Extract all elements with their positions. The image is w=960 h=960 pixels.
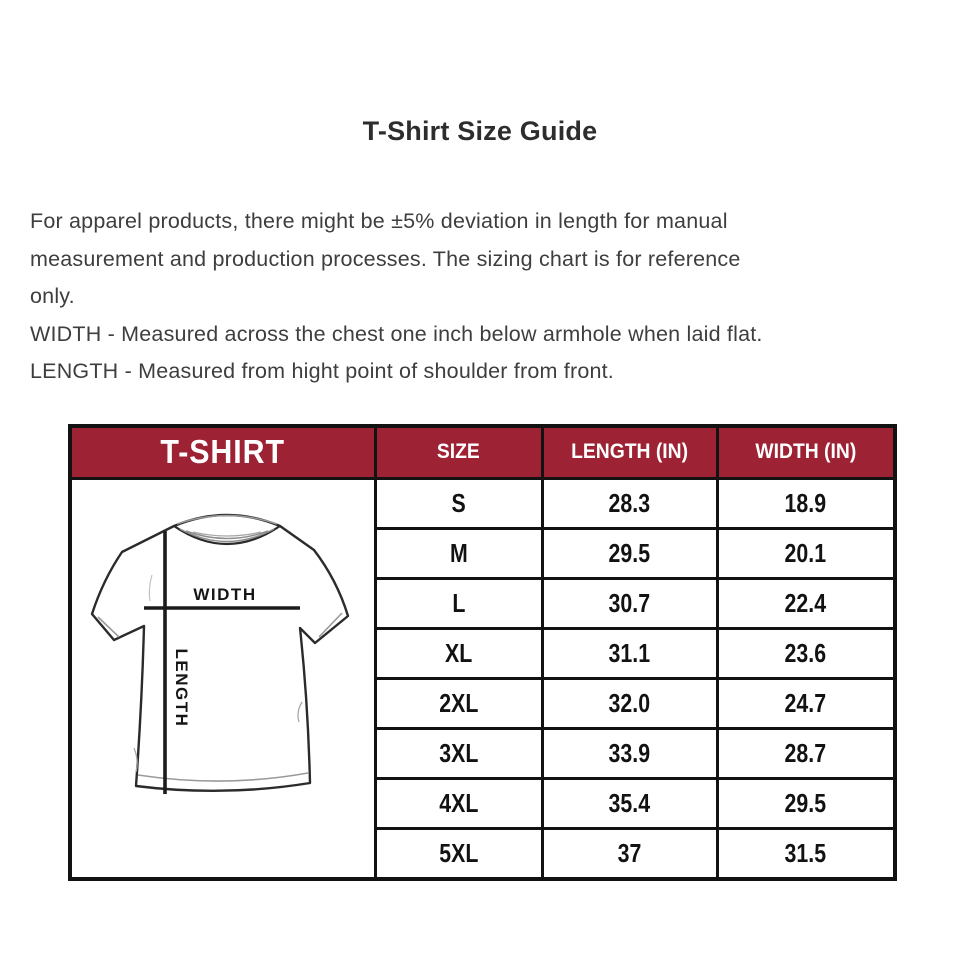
collar-front-line	[173, 524, 281, 545]
table-row: XL 31.1 23.6	[70, 626, 897, 680]
tshirt-illustration: WIDTH LENGTH	[90, 513, 350, 794]
size-cell: 5XL	[373, 826, 544, 881]
size-cell: 3XL	[373, 726, 544, 780]
description-line-2: measurement and production processes. Th…	[30, 246, 741, 271]
description-line-1: For apparel products, there might be ±5%…	[30, 209, 728, 233]
size-cell: M	[373, 526, 544, 580]
length-cell: 35.4	[540, 776, 719, 830]
wrinkle-line-3	[148, 574, 153, 601]
table-header-size: SIZE	[373, 424, 544, 480]
table-row: 2XL 32.0 24.7	[70, 676, 897, 730]
width-cell: 18.9	[715, 476, 897, 530]
width-cell: 31.5	[715, 826, 897, 881]
page-title: T-Shirt Size Guide	[362, 116, 598, 146]
table-row: 5XL 37 31.5	[70, 826, 897, 881]
product-label: T-SHIRT	[160, 433, 285, 471]
table-header-width: WIDTH (IN)	[715, 424, 897, 480]
diagram-length-label: LENGTH	[172, 648, 191, 727]
size-cell: XL	[373, 626, 544, 680]
description-line-3: only.	[30, 284, 75, 308]
table-header-product: T-SHIRT	[68, 424, 377, 480]
table-row: 3XL 33.9 28.7	[70, 726, 897, 780]
wrinkle-line-2	[297, 701, 303, 722]
table-row: L 30.7 22.4	[70, 576, 897, 630]
table-header-length: LENGTH (IN)	[540, 424, 719, 480]
description: For apparel products, there might be ±5%…	[30, 203, 930, 391]
width-cell: 22.4	[715, 576, 897, 630]
table-row: WIDTH LENGTH S 28.3 18.9	[68, 476, 897, 880]
table-header-row: T-SHIRT SIZE LENGTH (IN) WIDTH (IN)	[68, 424, 897, 480]
length-cell: 31.1	[540, 626, 719, 680]
collar-rib-line-1	[179, 527, 275, 542]
collar-band-line	[176, 514, 278, 525]
width-cell: 29.5	[715, 776, 897, 830]
size-cell: L	[373, 576, 544, 630]
description-line-4: WIDTH - Measured across the chest one in…	[30, 321, 763, 346]
length-cell: 30.7	[540, 576, 719, 630]
width-cell: 24.7	[715, 676, 897, 730]
right-sleeve-cuff-line	[318, 611, 343, 638]
width-cell: 23.6	[715, 626, 897, 680]
length-cell: 33.9	[540, 726, 719, 780]
tshirt-outline	[90, 513, 350, 792]
length-cell: 32.0	[540, 676, 719, 730]
collar-rib-line-2	[185, 529, 269, 539]
table-row: 4XL 35.4 29.5	[70, 776, 897, 830]
length-cell: 28.3	[540, 476, 719, 530]
width-cell: 20.1	[715, 526, 897, 580]
width-cell: 28.7	[715, 726, 897, 780]
length-cell: 37	[540, 826, 719, 881]
diagram-width-label: WIDTH	[193, 585, 256, 604]
size-cell: 4XL	[373, 776, 544, 830]
table-row: M 29.5 20.1	[70, 526, 897, 580]
size-cell: 2XL	[373, 676, 544, 730]
wrinkle-line-1	[133, 747, 138, 772]
length-cell: 29.5	[540, 526, 719, 580]
collar-rib-line-3	[192, 530, 262, 537]
size-table: T-SHIRT SIZE LENGTH (IN) WIDTH (IN)	[68, 424, 897, 881]
left-sleeve-cuff-line	[97, 615, 120, 638]
description-line-5: LENGTH - Measured from hight point of sh…	[30, 359, 614, 383]
tshirt-diagram-cell: WIDTH LENGTH	[68, 476, 377, 880]
size-cell: S	[373, 476, 544, 530]
hem-stitch-line	[137, 771, 309, 782]
